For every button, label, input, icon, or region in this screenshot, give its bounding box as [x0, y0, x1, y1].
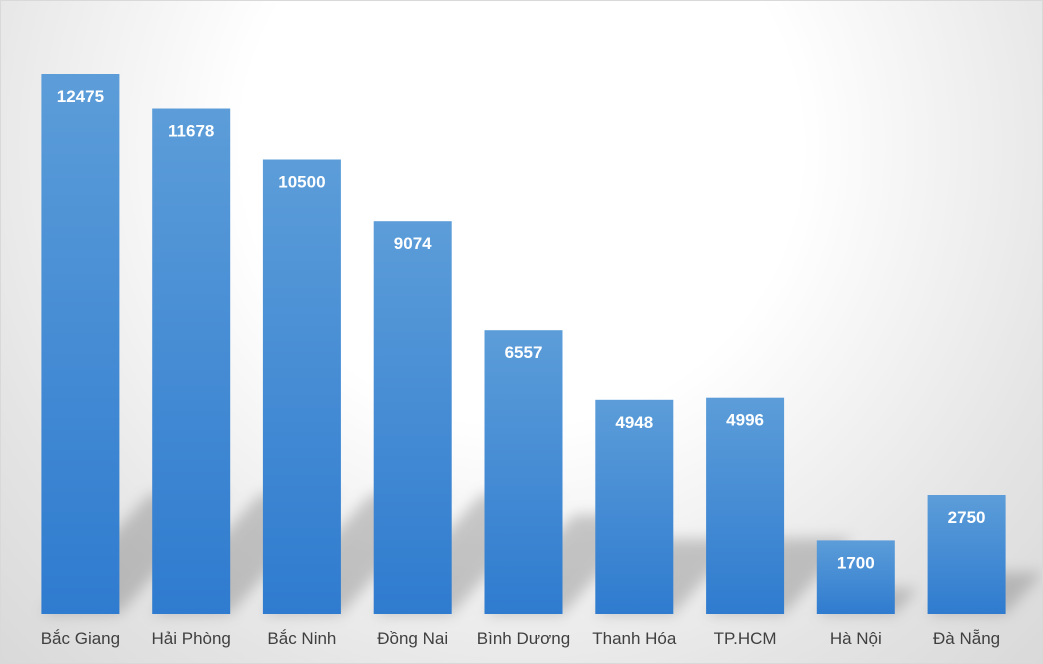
bar-bac-ninh [262, 159, 341, 614]
bar-binh-duong [484, 330, 563, 614]
category-label-ha-noi: Hà Nội [830, 629, 882, 648]
category-label-thanh-hoa: Thanh Hóa [592, 629, 677, 648]
data-label-thanh-hoa: 4948 [615, 413, 653, 432]
bar-dong-nai [373, 221, 452, 614]
bar-da-nang [927, 495, 1006, 614]
category-label-bac-giang: Bắc Giang [41, 629, 120, 648]
bar-tp-hcm [706, 397, 785, 614]
bars [41, 74, 1006, 614]
category-label-hai-phong: Hải Phòng [152, 629, 231, 648]
bar-hai-phong [152, 108, 231, 614]
bar-thanh-hoa [595, 399, 674, 614]
data-label-ha-noi: 1700 [837, 553, 875, 572]
category-label-tp-hcm: TP.HCM [714, 629, 777, 648]
data-label-bac-giang: 12475 [57, 87, 104, 106]
data-labels: 12475 11678 10500 9074 6557 4948 4996 1700 2750 [57, 87, 986, 572]
data-label-hai-phong: 11678 [168, 122, 214, 141]
category-label-bac-ninh: Bắc Ninh [267, 629, 336, 648]
data-label-bac-ninh: 10500 [278, 173, 325, 192]
bar-bac-giang [41, 74, 120, 614]
category-labels: Bắc Giang Hải Phòng Bắc Ninh Đồng Nai Bình D… [41, 629, 1000, 648]
data-label-da-nang: 2750 [948, 508, 986, 527]
category-label-dong-nai: Đồng Nai [377, 629, 448, 648]
category-label-binh-duong: Bình Dương [477, 629, 570, 648]
category-label-da-nang: Đà Nẵng [933, 629, 1000, 648]
data-label-tp-hcm: 4996 [726, 411, 764, 430]
data-label-dong-nai: 9074 [394, 234, 432, 253]
bar-ha-noi [816, 540, 895, 614]
data-label-binh-duong: 6557 [505, 343, 543, 362]
